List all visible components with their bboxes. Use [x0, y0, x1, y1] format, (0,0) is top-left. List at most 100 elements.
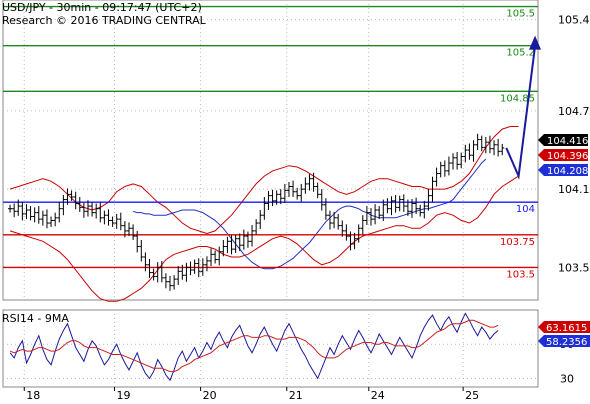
candle	[135, 230, 140, 253]
candle	[483, 136, 488, 154]
candle	[459, 152, 464, 169]
candle	[385, 198, 390, 214]
candle	[36, 206, 41, 224]
sma-line	[132, 158, 487, 270]
candle	[192, 259, 197, 274]
level-label: 105.5	[506, 9, 535, 20]
candle	[196, 258, 201, 278]
price-tag: 104.396	[538, 149, 588, 162]
candle	[475, 133, 480, 150]
rsi-value-label: 58.2356	[546, 337, 587, 348]
candle	[381, 199, 386, 222]
candle	[360, 215, 365, 235]
candle	[356, 224, 361, 243]
candle	[102, 210, 107, 225]
y-tick-label: 104.7	[558, 105, 590, 118]
candle	[418, 204, 423, 217]
candle	[106, 209, 111, 226]
candle	[131, 224, 136, 240]
candle	[410, 198, 415, 218]
price-tag: 104.416	[538, 134, 588, 147]
candle	[172, 275, 177, 290]
x-tick-label: 25	[465, 389, 479, 400]
candle	[446, 156, 451, 176]
candle	[500, 144, 505, 156]
x-tick-label: 20	[203, 389, 217, 400]
candle	[303, 177, 308, 194]
price-tags: 104.416 104.396 104.208 63.1615 58.2356	[538, 134, 590, 348]
candle	[204, 256, 209, 272]
candle	[8, 204, 13, 213]
x-tick-label: 18	[26, 389, 40, 400]
grid-lines	[2, 0, 539, 388]
x-tick-label: 24	[371, 389, 385, 400]
forecast-path	[505, 45, 537, 180]
level-label: 103.75	[500, 237, 535, 248]
candle	[479, 135, 484, 152]
candle	[492, 140, 497, 156]
candle	[12, 203, 17, 218]
candle	[373, 204, 378, 225]
candle	[40, 210, 45, 226]
candle	[319, 189, 324, 211]
candle	[118, 212, 123, 231]
candle	[352, 232, 357, 250]
level-label: 105.2	[506, 48, 535, 59]
rsi-tick-label: 30	[560, 372, 574, 385]
candle	[414, 197, 419, 214]
forecast-arrowhead	[529, 35, 542, 50]
candle	[455, 151, 460, 170]
candle	[44, 209, 49, 229]
candle	[69, 190, 74, 201]
candle	[200, 258, 205, 276]
candle	[159, 260, 164, 283]
candle	[393, 195, 398, 213]
candle	[209, 248, 214, 267]
candle	[94, 203, 99, 219]
candle	[110, 216, 115, 227]
candle	[61, 195, 66, 216]
candle	[139, 240, 144, 262]
candle	[155, 262, 160, 283]
bollinger-upper-line	[9, 126, 519, 235]
candle	[278, 189, 283, 205]
candle	[270, 189, 275, 207]
candle	[241, 229, 246, 250]
rsi-value-label: 63.1615	[546, 323, 587, 334]
candle	[340, 220, 345, 237]
candle	[188, 261, 193, 276]
candle	[327, 210, 332, 230]
price-tag-label: 104.416	[547, 136, 588, 147]
price-tag-label: 104.396	[547, 151, 588, 162]
candle	[368, 208, 373, 226]
candle	[147, 258, 152, 278]
candle	[90, 202, 95, 217]
candle	[377, 206, 382, 220]
candle	[143, 252, 148, 272]
candle	[364, 206, 369, 225]
candle	[295, 187, 300, 200]
candle	[311, 172, 316, 192]
candle	[151, 268, 156, 281]
indicator-label: RSI14 - 9MA	[2, 312, 69, 325]
candle	[299, 183, 304, 202]
candle	[225, 236, 230, 254]
candle	[20, 201, 25, 221]
chart-title: USD/JPY - 30min - 09:17:47 (UTC+2)	[2, 1, 202, 14]
candle	[274, 190, 279, 205]
candle	[401, 194, 406, 212]
rsi-panel-frame	[2, 309, 539, 388]
candle	[245, 231, 250, 248]
rsi-panel	[9, 312, 499, 382]
candle	[262, 196, 267, 220]
y-tick-label: 105.4	[558, 14, 590, 27]
candle	[422, 200, 427, 219]
candle	[471, 140, 476, 162]
candlesticks	[8, 133, 505, 291]
candle	[254, 219, 259, 235]
candle	[53, 212, 58, 227]
candle	[85, 200, 90, 217]
bollinger-bands	[9, 126, 519, 302]
